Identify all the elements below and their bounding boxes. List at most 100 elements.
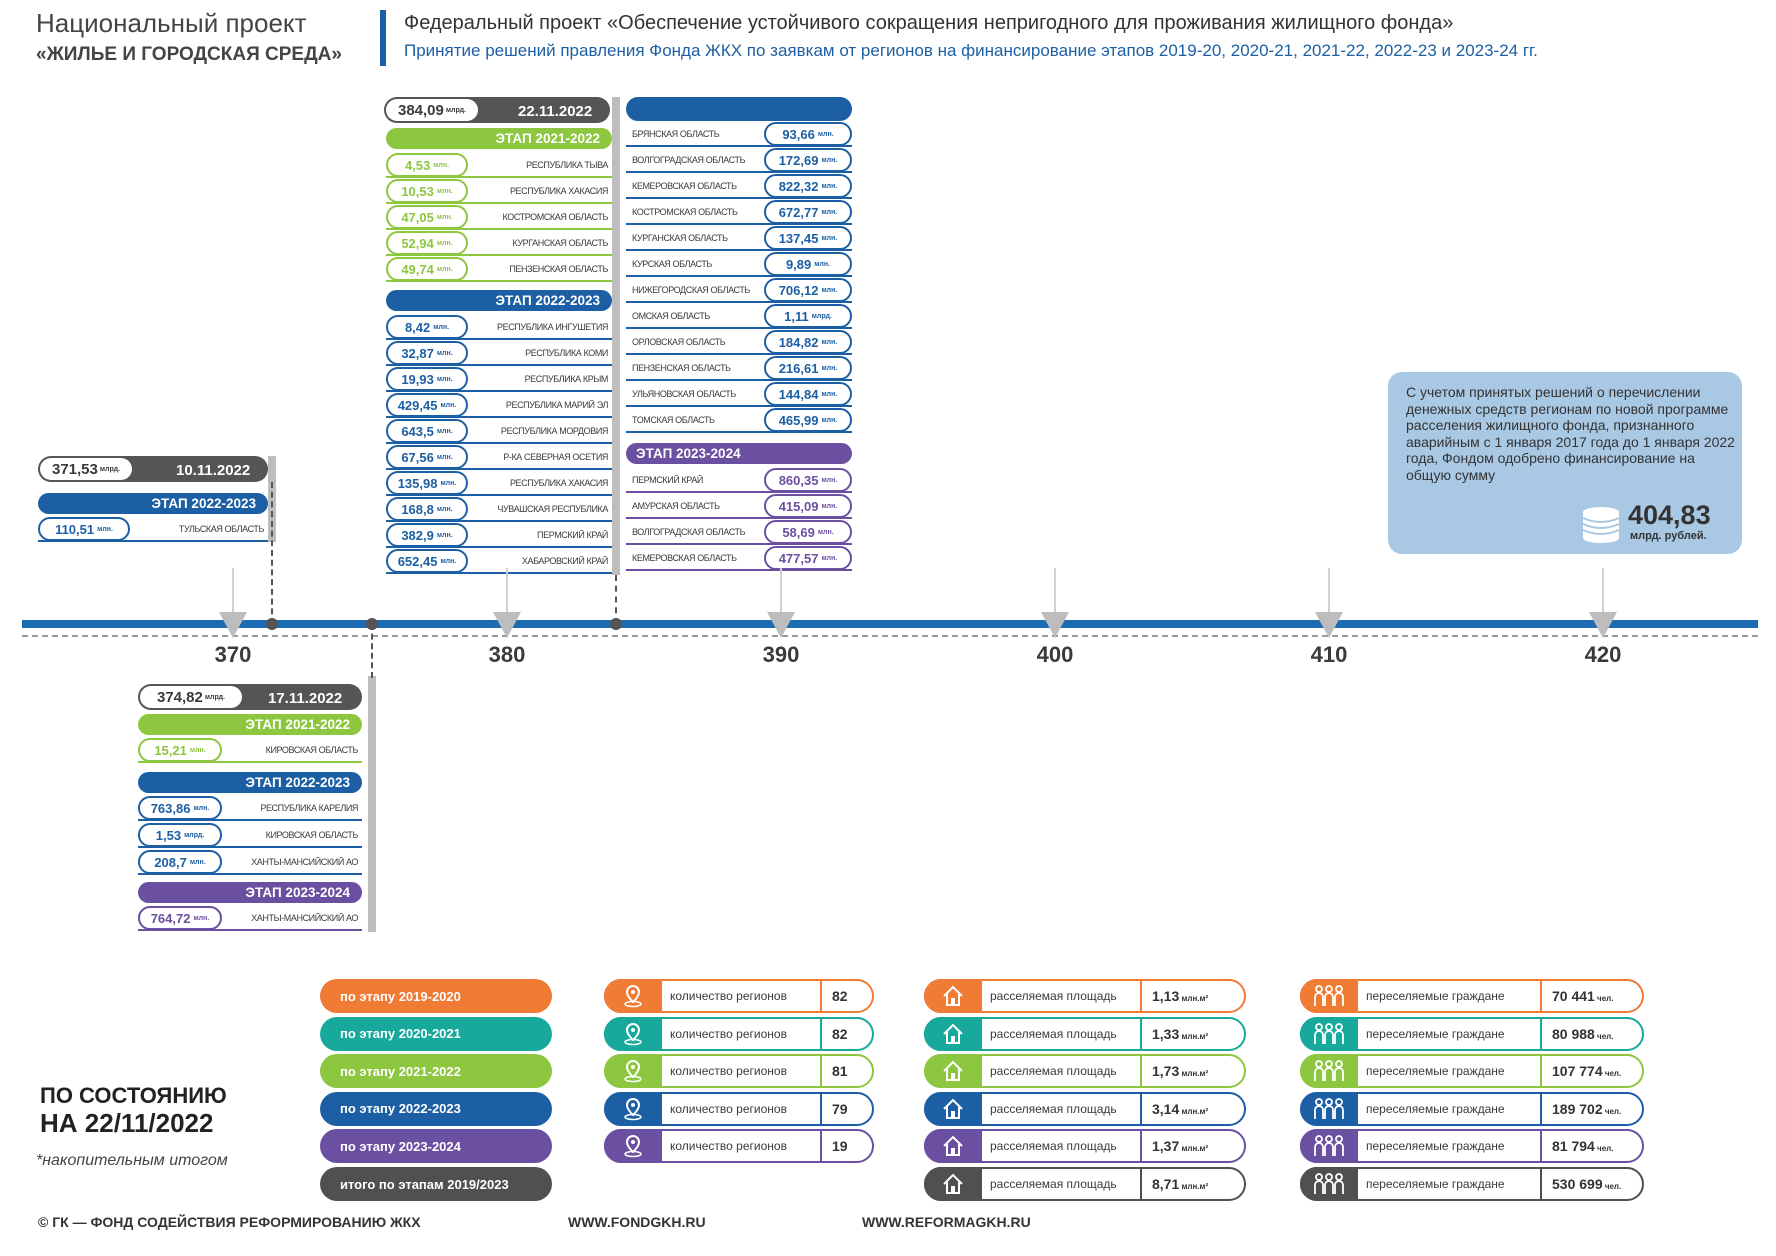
region-name: ПЕРМСКИЙ КРАЙ: [632, 475, 703, 485]
stat-value: 1,13 млн.м²: [1152, 988, 1209, 1004]
region-row: 32,87 млн. РЕСПУБЛИКА КОМИ: [386, 341, 612, 366]
stat-value: 3,14 млн.м²: [1152, 1100, 1209, 1117]
region-name: КЕМЕРОВСКАЯ ОБЛАСТЬ: [632, 553, 737, 563]
decision-date: 17.11.2022: [268, 690, 343, 707]
coins-icon: [1580, 504, 1622, 551]
right-column-header-bar: [626, 97, 852, 121]
region-value: 93,66 млн.: [764, 122, 852, 146]
stat-row: количество регионов 82: [604, 979, 874, 1013]
region-value: 382,9 млн.: [386, 523, 468, 547]
decision-1-connector: [271, 482, 273, 624]
stat-value: 70 441 чел.: [1552, 988, 1614, 1004]
decision-2-connector: [371, 624, 373, 678]
stat-value: 81 794 чел.: [1552, 1138, 1614, 1155]
stage-header: ЭТАП 2023-2024: [626, 443, 852, 464]
house-icon: [924, 1167, 982, 1201]
legend-item: по этапу 2019-2020: [320, 979, 552, 1013]
stat-row: переселяемые граждане 80 988 чел.: [1300, 1016, 1644, 1051]
decision-3-connector: [615, 575, 617, 624]
tick-arrow: [1315, 612, 1343, 638]
stat-separator: [820, 981, 822, 1011]
region-name: ТОМСКАЯ ОБЛАСТЬ: [632, 415, 715, 425]
region-name: РЕСПУБЛИКА КОМИ: [525, 348, 608, 358]
region-name: УЛЬЯНОВСКАЯ ОБЛАСТЬ: [632, 389, 736, 399]
region-name: КУРСКАЯ ОБЛАСТЬ: [632, 259, 712, 269]
region-name: ОРЛОВСКАЯ ОБЛАСТЬ: [632, 337, 726, 347]
tick-label: 370: [214, 642, 252, 667]
stat-separator: [1540, 981, 1542, 1011]
region-value: 429,45 млн.: [386, 393, 468, 417]
region-value: 822,32 млн.: [764, 174, 852, 198]
stat-label: расселяемая площадь: [990, 989, 1117, 1003]
stat-label: количество регионов: [670, 1026, 787, 1041]
stage-header: ЭТАП 2021-2022: [138, 714, 362, 735]
region-row: 15,21 млн. КИРОВСКАЯ ОБЛАСТЬ: [138, 738, 362, 763]
people-icon: [1300, 1167, 1358, 1201]
stat-value: 82: [832, 1025, 848, 1042]
region-row: КЕМЕРОВСКАЯ ОБЛАСТЬ 477,57 млн.: [626, 546, 852, 571]
region-value: 10,53 млн.: [386, 179, 468, 203]
region-value: 9,89 млн.: [764, 252, 852, 276]
region-name: РЕСПУБЛИКА КРЫМ: [524, 374, 609, 384]
stat-separator: [1540, 1169, 1542, 1199]
region-value: 144,84 млн.: [764, 382, 852, 406]
region-name: РЕСПУБЛИКА МОРДОВИЯ: [500, 426, 608, 436]
house-icon: [924, 1091, 982, 1126]
region-row: ОМСКАЯ ОБЛАСТЬ 1,11 млрд.: [626, 304, 852, 329]
footer-site-1[interactable]: WWW.FONDGKH.RU: [568, 1214, 706, 1230]
stat-value: 8,71 млн.м²: [1152, 1176, 1209, 1192]
region-row: 763,86 млн. РЕСПУБЛИКА КАРЕЛИЯ: [138, 796, 362, 821]
region-name: РЕСПУБЛИКА КАРЕЛИЯ: [260, 803, 358, 813]
region-name: АМУРСКАЯ ОБЛАСТЬ: [632, 501, 720, 511]
stat-row: количество регионов 79: [604, 1091, 874, 1126]
region-name: КЕМЕРОВСКАЯ ОБЛАСТЬ: [632, 181, 737, 191]
stage-header: ЭТАП 2022-2023: [38, 493, 268, 514]
stage-header: ЭТАП 2022-2023: [138, 772, 362, 793]
stat-value: 1,33 млн.м²: [1152, 1025, 1209, 1042]
region-value: 1,53 млрд.: [138, 823, 222, 847]
stat-row: количество регионов 81: [604, 1054, 874, 1089]
region-row: ПЕРМСКИЙ КРАЙ 860,35 млн.: [626, 468, 852, 493]
region-name: ХАБАРОВСКИЙ КРАЙ: [521, 556, 609, 566]
stat-separator: [820, 1056, 822, 1087]
region-row: 652,45 млн. ХАБАРОВСКИЙ КРАЙ: [386, 549, 612, 574]
tick-stem: [1328, 568, 1330, 612]
stat-row: переселяемые граждане 530 699 чел.: [1300, 1167, 1644, 1201]
header-divider: [380, 10, 386, 66]
decision-2-dot: [366, 618, 378, 630]
stat-row: количество регионов 82: [604, 1016, 874, 1051]
house-icon: [924, 1016, 982, 1051]
region-name: ПЕНЗЕНСКАЯ ОБЛАСТЬ: [509, 264, 608, 274]
stat-separator: [1540, 1093, 1542, 1124]
region-row: ОРЛОВСКАЯ ОБЛАСТЬ 184,82 млн.: [626, 330, 852, 355]
stat-separator: [1140, 981, 1142, 1011]
region-value: 652,45 млн.: [386, 549, 468, 573]
stat-label: переселяемые граждане: [1366, 989, 1505, 1003]
region-name: БРЯНСКАЯ ОБЛАСТЬ: [632, 129, 720, 139]
stat-label: переселяемые граждане: [1366, 1177, 1505, 1191]
decision-side-bar: [612, 97, 620, 575]
stat-value: 107 774 чел.: [1552, 1063, 1622, 1080]
footer-site-2[interactable]: WWW.REFORMAGKH.RU: [862, 1214, 1031, 1230]
region-value: 137,45 млн.: [764, 226, 852, 250]
region-row: КУРСКАЯ ОБЛАСТЬ 9,89 млн.: [626, 252, 852, 277]
region-value: 208,7 млн.: [138, 850, 222, 874]
stat-separator: [820, 1018, 822, 1049]
region-value: 32,87 млн.: [386, 341, 468, 365]
tick-stem: [1054, 568, 1056, 612]
region-name: КУРГАНСКАЯ ОБЛАСТЬ: [512, 238, 608, 248]
decision-3-dot: [610, 618, 622, 630]
region-name: ВОЛГОГРАДСКАЯ ОБЛАСТЬ: [632, 527, 746, 537]
region-name: РЕСПУБЛИКА ТЫВА: [526, 160, 608, 170]
region-value: 672,77 млн.: [764, 200, 852, 224]
stat-row: переселяемые граждане 70 441 чел.: [1300, 979, 1644, 1013]
region-row: 208,7 млн. ХАНТЫ-МАНСИЙСКИЙ АО: [138, 850, 362, 875]
region-name: КОСТРОМСКАЯ ОБЛАСТЬ: [502, 212, 608, 222]
people-icon: [1300, 1091, 1358, 1126]
tick-label: 390: [762, 642, 800, 667]
national-project-title: Национальный проект: [36, 8, 307, 38]
stat-row: переселяемые граждане 189 702 чел.: [1300, 1091, 1644, 1126]
decision-amount: 371,53 млрд.: [40, 458, 132, 480]
region-name: РЕСПУБЛИКА ХАКАСИЯ: [509, 478, 608, 488]
legend-item: по этапу 2023-2024: [320, 1129, 552, 1164]
